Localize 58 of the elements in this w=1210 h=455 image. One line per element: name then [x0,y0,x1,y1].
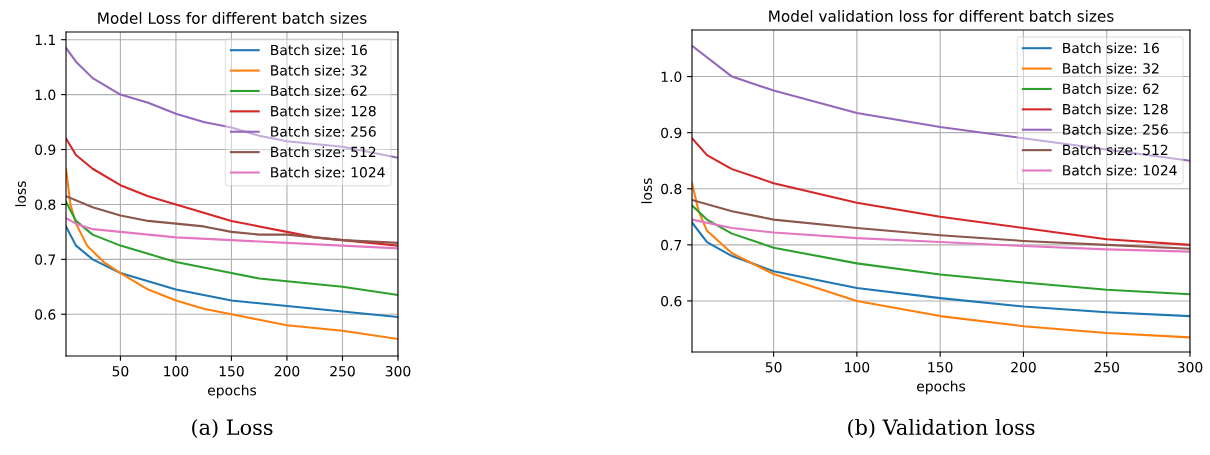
y-tick-label: 0.6 [661,295,682,307]
legend-label: Batch size: 32 [271,64,367,76]
x-tick-label: 50 [112,365,129,377]
line-series [66,200,398,297]
legend-label: Batch size: 16 [271,44,367,56]
line-series [692,198,1190,250]
text: (b) Validation loss [848,418,1035,438]
legend-label: Batch size: 16 [1063,42,1159,54]
line-series [692,204,1190,296]
x-tick-label: 300 [385,365,411,377]
chart-title: Model validation loss for different batch sizes [769,10,1114,22]
y-tick-label: 0.8 [35,199,56,210]
x-tick-label: 250 [1094,361,1120,373]
x-tick-label: 250 [330,365,355,377]
x-tick-label: 150 [928,361,953,373]
x-tick-label: 200 [274,365,300,377]
legend-label: Batch size: 1024 [271,166,385,178]
legend-label: Batch size: 62 [1063,83,1159,95]
chart-title: Model Loss for different batch sizes [98,12,367,24]
legend-label: Batch size: 128 [1063,103,1168,115]
legend-label: Batch size: 512 [271,146,376,158]
x-tick-label: 150 [219,365,244,377]
y-tick-label: 0.9 [35,144,56,155]
y-tick-label: 0.7 [661,239,682,251]
x-tick-label: 100 [164,365,189,377]
line-series [66,225,398,319]
legend-label: Batch size: 128 [271,105,376,117]
legend-label: Batch size: 256 [271,126,376,137]
y-tick-label: 0.8 [661,183,682,195]
y-tick-label: 0.9 [661,127,682,139]
x-tick-label: 200 [1011,361,1036,373]
y-axis-title: loss [15,181,26,207]
legend-label: Batch size: 1024 [1063,164,1177,176]
y-tick-label: 1.1 [35,34,55,45]
line-series [692,218,1190,253]
line-series [692,137,1190,246]
legend-label: Batch size: 512 [1063,144,1168,156]
legend-label: Batch size: 256 [1063,124,1168,135]
line-series [66,46,398,159]
line-series [66,195,398,244]
x-tick-label: 300 [1177,361,1203,373]
text: (a) Loss [192,418,273,438]
x-tick-label: 100 [845,361,870,373]
y-tick-label: 0.6 [35,309,56,320]
y-tick-label: 1.0 [35,89,56,101]
x-axis-title: epochs [917,380,966,395]
x-axis-title: epochs [208,384,257,399]
line-series [692,221,1190,318]
line-series [66,217,398,250]
line-series [66,137,398,247]
line-series [692,44,1190,162]
y-tick-label: 0.7 [35,254,56,265]
x-tick-label: 50 [765,361,782,373]
y-tick-label: 1.0 [661,71,682,83]
line-series [692,182,1190,339]
y-axis-title: loss [641,178,652,204]
legend-label: Batch size: 32 [1063,62,1159,74]
legend-label: Batch size: 62 [271,85,367,97]
